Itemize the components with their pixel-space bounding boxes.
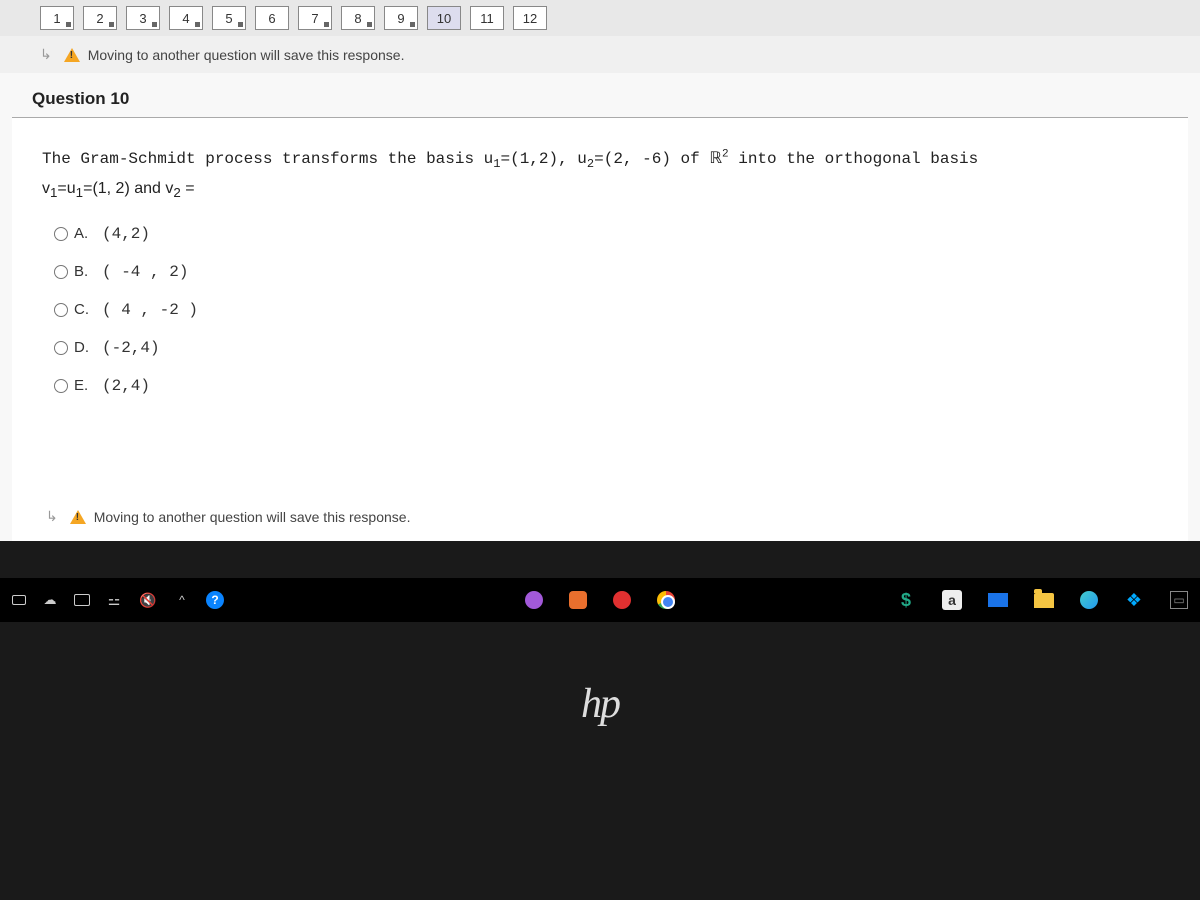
taskbar: ☁ ⚍ 🔇 ^ ? $ a ❖ ▭ xyxy=(0,578,1200,622)
nav-label: 7 xyxy=(311,11,318,26)
nav-label: 11 xyxy=(480,11,494,26)
quiz-container: 1 2 3 4 5 6 7 8 9 10 11 12 ↳ Moving to a… xyxy=(0,0,1200,541)
nav-btn-1[interactable]: 1 xyxy=(40,6,74,30)
nav-btn-10[interactable]: 10 xyxy=(427,6,461,30)
nav-label: 2 xyxy=(96,11,103,26)
warning-text: Moving to another question will save thi… xyxy=(88,47,405,63)
utorrent-icon[interactable] xyxy=(525,591,543,609)
option-d[interactable]: D. (-2,4) xyxy=(42,329,1158,367)
nav-btn-3[interactable]: 3 xyxy=(126,6,160,30)
taskbar-apps-right: $ a ❖ ▭ xyxy=(896,590,1188,610)
a-app-icon[interactable]: a xyxy=(942,590,962,610)
option-b[interactable]: B. ( -4 , 2) xyxy=(42,253,1158,291)
mute-icon[interactable]: 🔇 xyxy=(138,590,158,610)
nav-btn-5[interactable]: 5 xyxy=(212,6,246,30)
option-label: D. xyxy=(74,339,92,356)
camera-icon[interactable] xyxy=(74,594,90,606)
opera-icon[interactable] xyxy=(613,591,631,609)
nav-label: 6 xyxy=(268,11,275,26)
nav-btn-11[interactable]: 11 xyxy=(470,6,504,30)
option-value: (4,2) xyxy=(102,225,150,243)
nav-label: 8 xyxy=(354,11,361,26)
taskbar-apps-center xyxy=(525,591,675,609)
arrow-icon: ↳ xyxy=(46,508,58,525)
chevron-up-icon[interactable]: ^ xyxy=(172,590,192,610)
save-warning-bottom: ↳ Moving to another question will save t… xyxy=(12,498,1188,541)
option-a[interactable]: A. (4,2) xyxy=(42,215,1158,253)
nav-btn-9[interactable]: 9 xyxy=(384,6,418,30)
nav-btn-4[interactable]: 4 xyxy=(169,6,203,30)
nav-btn-2[interactable]: 2 xyxy=(83,6,117,30)
nav-btn-12[interactable]: 12 xyxy=(513,6,547,30)
edge-icon[interactable] xyxy=(1080,591,1098,609)
option-e[interactable]: E. (2,4) xyxy=(42,367,1158,405)
question-title: Question 10 xyxy=(12,73,1188,118)
warning-text: Moving to another question will save thi… xyxy=(94,509,411,525)
option-c[interactable]: C. ( 4 , -2 ) xyxy=(42,291,1158,329)
nav-label: 4 xyxy=(182,11,189,26)
option-value: ( 4 , -2 ) xyxy=(102,301,198,319)
radio-e[interactable] xyxy=(54,379,68,393)
radio-a[interactable] xyxy=(54,227,68,241)
radio-c[interactable] xyxy=(54,303,68,317)
nav-label: 10 xyxy=(437,11,451,26)
dropbox-icon[interactable]: ❖ xyxy=(1124,590,1144,610)
option-label: A. xyxy=(74,225,92,242)
nav-btn-8[interactable]: 8 xyxy=(341,6,375,30)
option-value: ( -4 , 2) xyxy=(102,263,188,281)
cloud-icon[interactable]: ☁ xyxy=(40,590,60,610)
task-view-icon[interactable]: ▭ xyxy=(1170,591,1188,609)
radio-b[interactable] xyxy=(54,265,68,279)
question-prompt: The Gram-Schmidt process transforms the … xyxy=(42,146,1158,174)
arrow-icon: ↳ xyxy=(40,46,52,63)
nav-label: 3 xyxy=(139,11,146,26)
warning-icon xyxy=(70,510,86,524)
option-label: C. xyxy=(74,301,92,318)
help-icon[interactable]: ? xyxy=(206,591,224,609)
wifi-icon[interactable]: ⚍ xyxy=(104,590,124,610)
question-line2: v1=u1=(1, 2) and v2 = xyxy=(42,180,1158,200)
mail-icon[interactable] xyxy=(988,593,1008,607)
nav-label: 9 xyxy=(397,11,404,26)
option-value: (-2,4) xyxy=(102,339,160,357)
option-label: B. xyxy=(74,263,92,280)
question-nav: 1 2 3 4 5 6 7 8 9 10 11 12 xyxy=(0,0,1200,36)
nav-label: 1 xyxy=(53,11,60,26)
system-tray-left: ☁ ⚍ 🔇 ^ ? xyxy=(12,590,224,610)
nav-btn-6[interactable]: 6 xyxy=(255,6,289,30)
powerpoint-icon[interactable] xyxy=(569,591,587,609)
question-body: The Gram-Schmidt process transforms the … xyxy=(12,118,1188,498)
nav-label: 5 xyxy=(225,11,232,26)
folder-icon[interactable] xyxy=(1034,593,1054,608)
dollar-icon[interactable]: $ xyxy=(896,590,916,610)
chrome-icon[interactable] xyxy=(657,591,675,609)
option-value: (2,4) xyxy=(102,377,150,395)
option-label: E. xyxy=(74,377,92,394)
battery-icon[interactable] xyxy=(12,595,26,605)
hp-logo: hp xyxy=(581,680,619,728)
answer-options: A. (4,2) B. ( -4 , 2) C. ( 4 , -2 ) D. (… xyxy=(42,215,1158,405)
save-warning-top: ↳ Moving to another question will save t… xyxy=(0,36,1200,73)
nav-label: 12 xyxy=(523,11,537,26)
radio-d[interactable] xyxy=(54,341,68,355)
warning-icon xyxy=(64,48,80,62)
nav-btn-7[interactable]: 7 xyxy=(298,6,332,30)
